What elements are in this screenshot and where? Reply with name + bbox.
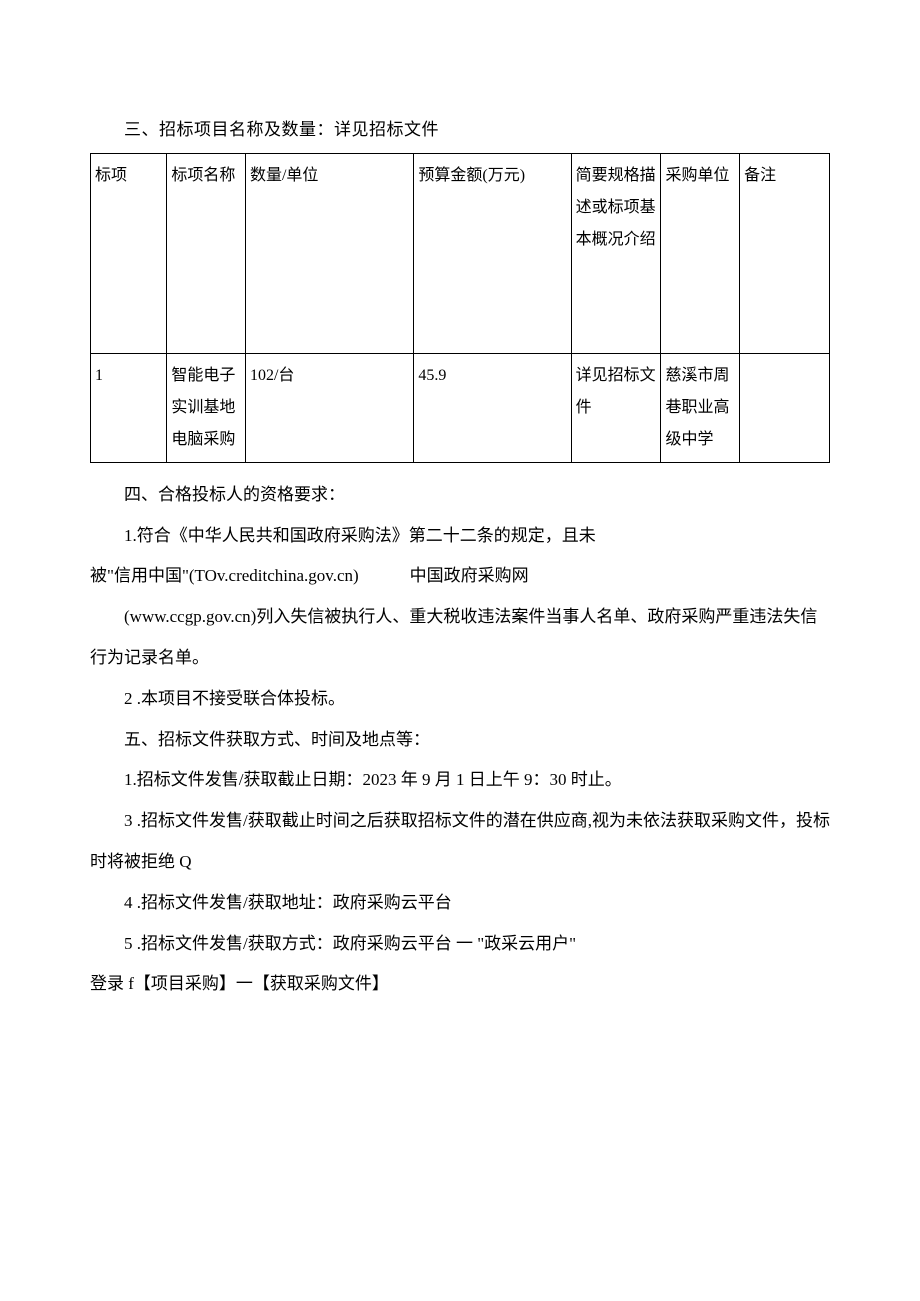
section-5-p5b: 登录 f【项目采购】一【获取采购文件】 (90, 964, 830, 1005)
cell-qty: 102/台 (245, 353, 413, 462)
cell-remark (740, 353, 830, 462)
cell-budget: 45.9 (414, 353, 571, 462)
section-4-p1b: 被"信用中国"(TOv.creditchina.gov.cn) 中国政府采购网 (90, 556, 830, 597)
section-4-p1a: 1.符合《中华人民共和国政府采购法》第二十二条的规定，且未 (90, 516, 830, 557)
section-5-p3: 3 .招标文件发售/获取截止时间之后获取招标文件的潜在供应商,视为未依法获取采购… (90, 801, 830, 883)
col-header-buyer: 采购单位 (661, 153, 740, 353)
table-header-row: 标项 标项名称 数量/单位 预算金额(万元) 简要规格描述或标项基本概况介绍 采… (91, 153, 830, 353)
bid-items-table: 标项 标项名称 数量/单位 预算金额(万元) 简要规格描述或标项基本概况介绍 采… (90, 153, 830, 463)
col-header-name: 标项名称 (167, 153, 246, 353)
cell-name: 智能电子实训基地电脑采购 (167, 353, 246, 462)
section-5-p5: 5 .招标文件发售/获取方式：政府采购云平台 一 "政采云用户" (90, 924, 830, 965)
section-4-heading: 四、合格投标人的资格要求： (90, 475, 830, 516)
cell-item-no: 1 (91, 353, 167, 462)
section-4-p1c: (www.ccgp.gov.cn)列入失信被执行人、重大税收违法案件当事人名单、… (90, 597, 830, 679)
section-5-p1: 1.招标文件发售/获取截止日期：2023 年 9 月 1 日上午 9：30 时止… (90, 760, 830, 801)
cell-spec: 详见招标文件 (571, 353, 661, 462)
section-5-p4: 4 .招标文件发售/获取地址：政府采购云平台 (90, 883, 830, 924)
cell-buyer: 慈溪市周巷职业高级中学 (661, 353, 740, 462)
col-header-qty: 数量/单位 (245, 153, 413, 353)
section-3-heading: 三、招标项目名称及数量：详见招标文件 (90, 110, 830, 151)
col-header-budget: 预算金额(万元) (414, 153, 571, 353)
col-header-remark: 备注 (740, 153, 830, 353)
table-row: 1 智能电子实训基地电脑采购 102/台 45.9 详见招标文件 慈溪市周巷职业… (91, 353, 830, 462)
section-5-heading: 五、招标文件获取方式、时间及地点等： (90, 720, 830, 761)
document-page: 三、招标项目名称及数量：详见招标文件 标项 标项名称 数量/单位 预算金额(万元… (0, 0, 920, 1301)
section-4-p2: 2 .本项目不接受联合体投标。 (90, 679, 830, 720)
col-header-spec: 简要规格描述或标项基本概况介绍 (571, 153, 661, 353)
col-header-item-no: 标项 (91, 153, 167, 353)
